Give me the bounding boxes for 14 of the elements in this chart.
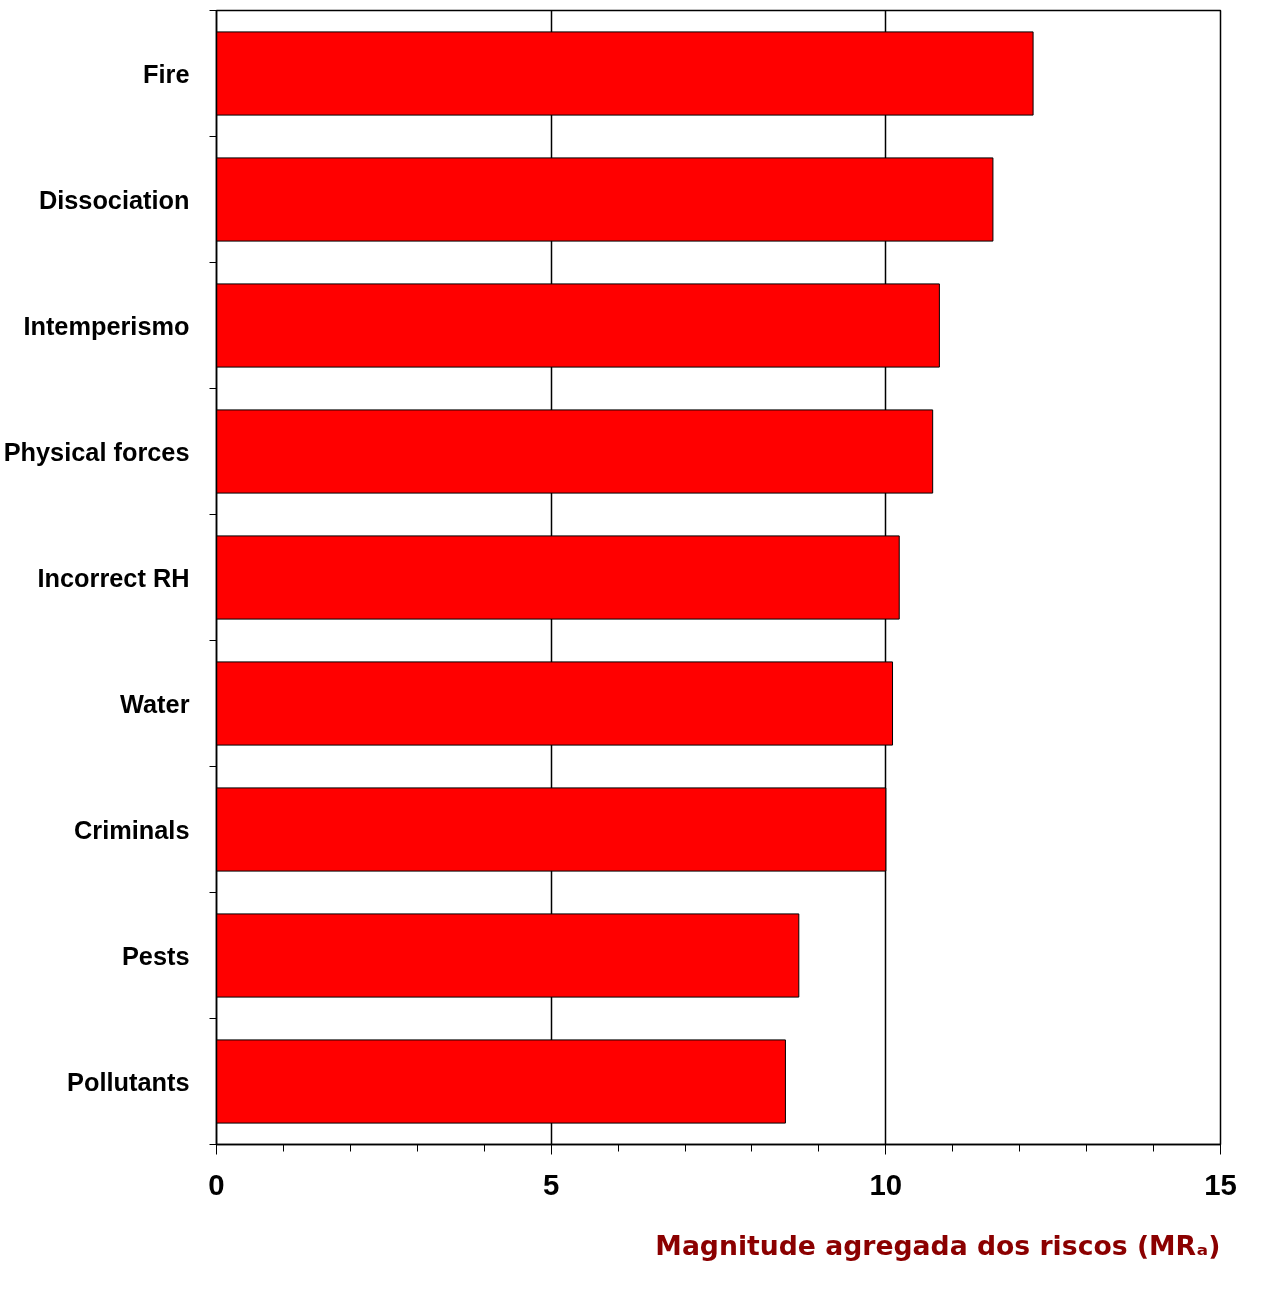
y-tick-label: Dissociation — [38, 185, 190, 214]
y-tick-label: Water — [120, 689, 190, 718]
y-tick-label: Intemperismo — [23, 311, 190, 340]
y-tick-label: Physical forces — [3, 437, 190, 466]
y-tick-label: Criminals — [74, 815, 190, 844]
x-tick-label: 0 — [208, 1167, 225, 1201]
x-tick-label: 10 — [869, 1167, 903, 1201]
x-tick-label: 15 — [1204, 1167, 1237, 1201]
x-tick-label: 5 — [543, 1167, 560, 1201]
x-axis-title: Magnitude agregada dos riscos (MRₐ) — [655, 1229, 1221, 1261]
y-tick-label: Pests — [121, 941, 190, 970]
y-tick-label: Incorrect RH — [37, 563, 190, 592]
y-tick-label: Pollutants — [67, 1067, 190, 1096]
y-tick-label: Fire — [143, 59, 190, 88]
